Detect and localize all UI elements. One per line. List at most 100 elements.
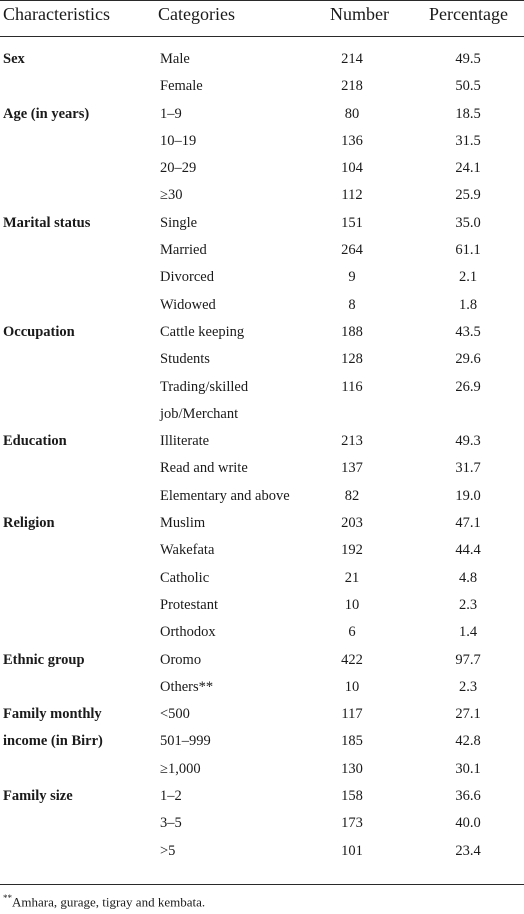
row-number: 136 (341, 132, 363, 149)
table-row: Protestant 10 2.3 (0, 592, 524, 619)
row-category: 10–19 (160, 132, 197, 149)
row-category: Single (160, 214, 198, 231)
row-category: Protestant (160, 596, 218, 613)
row-category: Catholic (160, 569, 210, 586)
row-number: 80 (344, 105, 360, 122)
table-row: ≥30 112 25.9 (0, 182, 524, 209)
row-percentage: 44.4 (455, 542, 481, 559)
row-number: 104 (341, 160, 363, 177)
row-number: 422 (341, 651, 363, 668)
row-category: Muslim (160, 515, 206, 532)
table-row: Married 264 61.1 (0, 237, 524, 264)
row-number: 128 (341, 351, 363, 368)
row-category: <500 (160, 706, 190, 723)
table-row: 20–29 104 24.1 (0, 155, 524, 182)
row-percentage: 50.5 (455, 78, 481, 95)
footnote-text: Amhara, gurage, tigray and kembata. (12, 894, 206, 910)
row-characteristic: Family size (3, 788, 73, 805)
header-characteristics: Characteristics (3, 4, 110, 24)
row-number: 82 (344, 487, 360, 504)
row-number: 173 (341, 815, 363, 832)
row-percentage: 29.6 (455, 351, 481, 368)
table-row: Female 218 50.5 (0, 73, 524, 100)
row-percentage: 1.4 (458, 624, 478, 641)
table-row: 3–5 173 40.0 (0, 810, 524, 837)
table-row: 501–999 185 42.8 (0, 728, 524, 755)
table-row: Age (in years) 1–9 80 18.5 (0, 101, 524, 128)
row-characteristic: Education (3, 433, 67, 450)
row-characteristic: Religion (3, 515, 55, 532)
row-number: 9 (348, 269, 356, 286)
table-row: Catholic 21 4.8 (0, 565, 524, 592)
table-row: Family monthly income (in Birr) <500 117 27.… (0, 701, 524, 749)
row-category: Wakefata (160, 542, 215, 559)
row-number: 214 (341, 51, 363, 67)
header-categories: Categories (158, 4, 235, 24)
row-percentage: 23.4 (455, 842, 481, 859)
table-row: Students 128 29.6 (0, 346, 524, 373)
row-percentage: 43.5 (455, 323, 481, 340)
footnote-marker: ** (3, 893, 12, 903)
row-characteristic: Occupation (3, 323, 75, 340)
row-category: ≥1,000 (160, 760, 201, 777)
row-number: 21 (344, 569, 360, 586)
row-percentage: 26.9 (455, 378, 481, 395)
row-percentage: 97.7 (455, 651, 481, 668)
row-category: Female (160, 78, 203, 95)
table-footnote: **Amhara, gurage, tigray and kembata. (3, 889, 205, 911)
table-row: Trading/skilled job/Merchant 116 26.9 (0, 374, 524, 429)
row-percentage: 2.1 (458, 269, 478, 286)
row-number: 203 (341, 515, 363, 532)
table-row: Education Illiterate 213 49.3 (0, 428, 524, 455)
table-row: Widowed 8 1.8 (0, 292, 524, 319)
row-number: 117 (341, 706, 363, 723)
row-category: Orthodox (160, 624, 216, 641)
table-row: Ethnic group Oromo 422 97.7 (0, 647, 524, 674)
row-number: 112 (341, 187, 363, 204)
row-percentage: 36.6 (455, 788, 481, 805)
row-percentage: 47.1 (455, 515, 481, 532)
row-category: Married (160, 242, 207, 259)
table-row: Wakefata 192 44.4 (0, 537, 524, 564)
row-number: 264 (341, 242, 363, 259)
row-number: 10 (344, 596, 360, 613)
row-number: 101 (341, 842, 363, 859)
table-row: Elementary and above 82 19.0 (0, 483, 524, 510)
table-header: Characteristics Categories Number Percen… (0, 0, 524, 36)
table-row: Sex Male 214 49.5 (0, 46, 524, 73)
row-percentage: 2.3 (458, 678, 478, 695)
row-percentage: 18.5 (455, 105, 481, 122)
row-percentage: 61.1 (455, 242, 481, 259)
row-percentage: 2.3 (458, 596, 478, 613)
table-bottom-rule (0, 884, 524, 885)
row-number: 10 (344, 678, 360, 695)
table-row: Others** 10 2.3 (0, 674, 524, 701)
row-percentage: 40.0 (455, 815, 481, 832)
row-number: 192 (341, 542, 363, 559)
row-category: 3–5 (160, 815, 182, 832)
row-percentage: 4.8 (458, 569, 478, 586)
row-characteristic: Marital status (3, 214, 91, 231)
table-row: >5 101 23.4 (0, 838, 524, 865)
row-number: 185 (341, 733, 363, 750)
row-number: 137 (341, 460, 363, 477)
table-top-rule (0, 0, 524, 1)
row-category: ≥30 (160, 187, 183, 204)
row-characteristic: Sex (3, 51, 25, 67)
row-category: Students (160, 351, 210, 368)
row-characteristic: Ethnic group (3, 651, 85, 668)
table-row: Divorced 9 2.1 (0, 264, 524, 291)
row-category: 1–9 (160, 105, 182, 122)
row-characteristic: Family monthly income (in Birr) (3, 706, 103, 750)
row-percentage: 24.1 (455, 160, 481, 177)
row-category: Elementary and above (160, 487, 290, 504)
row-percentage: 42.8 (455, 733, 481, 750)
row-percentage: 35.0 (455, 214, 481, 231)
row-number: 158 (341, 788, 363, 805)
row-percentage: 1.8 (458, 296, 478, 313)
table-body: Sex Male 214 49.5 Female 218 50.5 Age (in years… (0, 46, 524, 865)
row-percentage: 30.1 (455, 760, 481, 777)
row-category: Read and write (160, 460, 248, 477)
row-number: 130 (341, 760, 363, 777)
row-percentage: 49.5 (455, 51, 481, 67)
